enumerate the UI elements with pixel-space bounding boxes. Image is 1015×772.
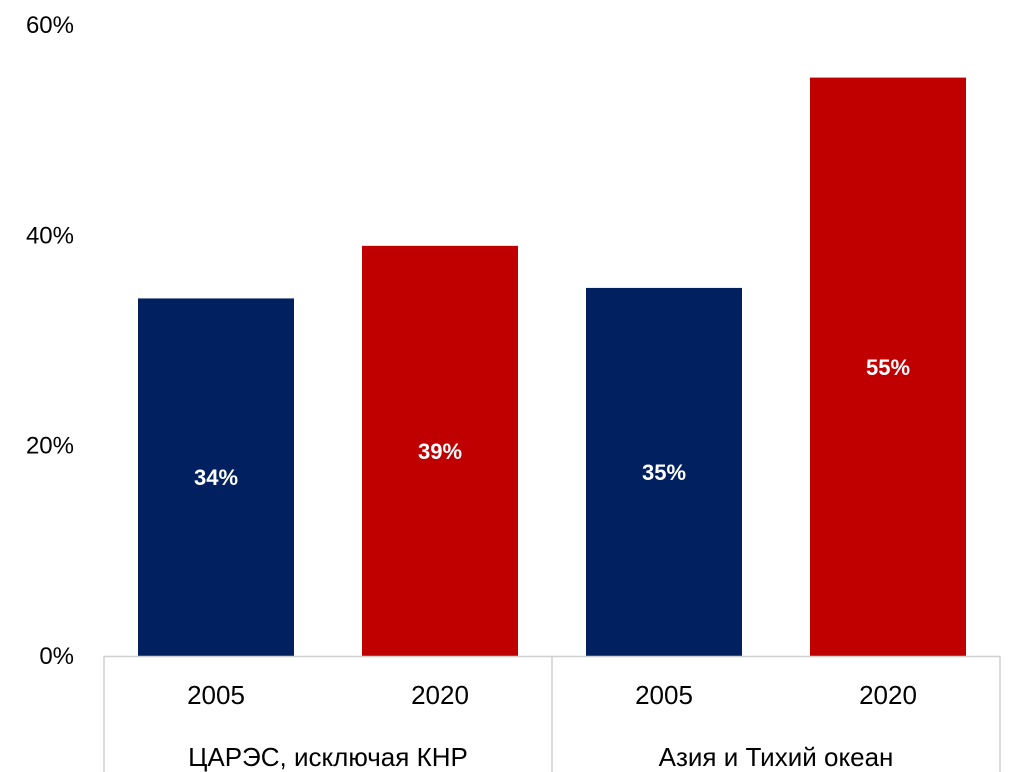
- x-category-label: 2005: [187, 680, 245, 710]
- x-axis: 2005 2020 ЦАРЭС, исключая КНР 2005 2020 Азия …: [103, 655, 1001, 772]
- x-category-label: 2020: [411, 680, 469, 710]
- data-label: 55%: [866, 355, 910, 380]
- y-tick-label: 20%: [26, 433, 74, 460]
- y-tick-label: 0%: [39, 643, 74, 670]
- bars: 34% 39% 35% 55%: [138, 77, 966, 657]
- data-label: 35%: [642, 460, 686, 485]
- y-axis: 0% 20% 40% 60%: [26, 12, 74, 670]
- bar: [586, 287, 742, 656]
- x-category-label: 2005: [635, 680, 693, 710]
- y-tick-label: 60%: [26, 12, 74, 39]
- x-group-label: ЦАРЭС, исключая КНР: [188, 742, 468, 772]
- data-label: 34%: [194, 465, 238, 490]
- bar: [362, 245, 518, 656]
- bar: [810, 77, 966, 657]
- x-group-label: Азия и Тихий океан: [659, 742, 894, 772]
- bar: [138, 298, 294, 656]
- x-category-label: 2020: [859, 680, 917, 710]
- y-tick-label: 40%: [26, 222, 74, 249]
- data-label: 39%: [418, 439, 462, 464]
